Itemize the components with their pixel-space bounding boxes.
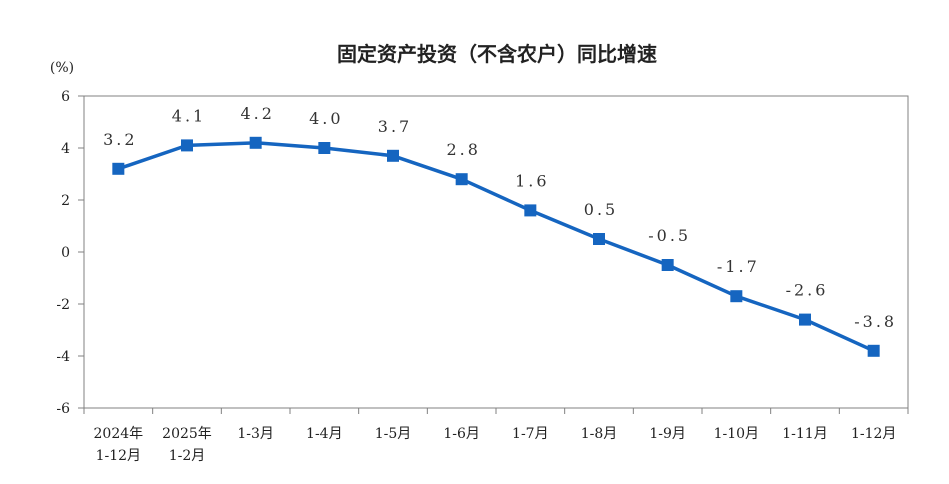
x-tick-label: 1-8月	[581, 426, 618, 442]
x-tick-label: 1-12月	[851, 426, 896, 442]
data-point-marker	[524, 204, 537, 217]
y-axis-unit: (%)	[50, 60, 74, 76]
data-point-marker	[730, 290, 743, 303]
series-line	[117, 141, 875, 353]
data-label: 0.5	[584, 200, 618, 219]
data-point-marker	[867, 344, 880, 357]
x-tick-label: 1-7月	[512, 426, 549, 442]
data-label: -0.5	[648, 226, 691, 245]
plot-frame	[83, 95, 909, 409]
data-point-marker	[387, 149, 399, 162]
y-tick-label: -6	[56, 401, 70, 417]
x-tick-label: 1-10月	[714, 426, 759, 442]
data-label: -1.7	[717, 257, 760, 276]
data-point-marker	[661, 259, 674, 271]
data-label: -2.6	[786, 281, 829, 300]
data-point-marker	[249, 136, 262, 149]
x-tick-label: 1-5月	[375, 426, 412, 442]
x-tick-label: 1-12月	[96, 448, 141, 464]
data-point-marker	[799, 313, 811, 326]
x-tick-label: 2025年	[162, 426, 212, 442]
x-tick-label: 1-11月	[782, 426, 827, 442]
x-tick-label: 1-6月	[443, 426, 480, 442]
data-label: 3.7	[378, 117, 412, 136]
y-tick-label: 2	[61, 193, 70, 209]
data-point-marker	[455, 173, 468, 186]
y-tick-label: -4	[56, 349, 70, 365]
data-label: 4.1	[172, 106, 206, 125]
y-tick-label: 0	[61, 245, 70, 261]
y-tick-label: 4	[61, 141, 70, 157]
x-tick-label: 2024年	[94, 426, 144, 442]
data-label: -3.8	[854, 312, 897, 331]
data-label: 4.0	[309, 109, 343, 128]
x-tick-label: 1-2月	[169, 448, 206, 464]
chart-title: 固定资产投资（不含农户）同比增速	[337, 42, 657, 66]
data-label: 4.2	[240, 104, 274, 123]
data-label: 3.2	[103, 130, 137, 149]
data-point-marker	[112, 162, 125, 175]
data-point-marker	[593, 233, 605, 245]
y-tick-label: -2	[56, 297, 70, 313]
x-tick-label: 1-3月	[237, 426, 274, 442]
x-tick-label: 1-4月	[306, 426, 343, 442]
data-point-marker	[318, 142, 331, 154]
data-label: 1.6	[515, 171, 549, 190]
data-point-marker	[181, 139, 193, 152]
y-tick-label: 6	[61, 89, 70, 105]
x-tick-label: 1-9月	[649, 426, 686, 442]
data-label: 2.8	[446, 140, 480, 159]
